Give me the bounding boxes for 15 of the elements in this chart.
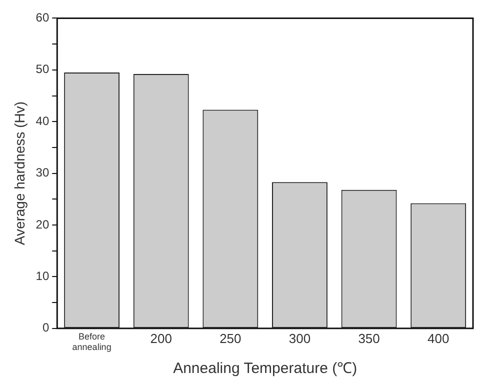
y-tick-label: 60 — [36, 10, 50, 25]
y-tick-label: 30 — [36, 166, 50, 180]
y-tick-label: 20 — [36, 217, 50, 232]
y-tick-label: 40 — [36, 114, 50, 128]
x-tick-label: 200 — [150, 330, 172, 346]
x-tick-label: 400 — [427, 330, 450, 346]
x-axis-title: Annealing Temperature (℃) — [173, 360, 358, 378]
y-axis-title: Average hardness (Hv) — [11, 101, 28, 246]
x-tick-label: 300 — [288, 330, 311, 346]
y-tick-label: 0 — [42, 320, 50, 335]
x-tick-label: 250 — [220, 330, 242, 346]
y-tick-label: 10 — [36, 269, 50, 284]
x-tick-label: 350 — [358, 330, 380, 346]
x-tick-label: Before annealing — [72, 331, 112, 352]
y-tick-label: 50 — [36, 62, 50, 76]
